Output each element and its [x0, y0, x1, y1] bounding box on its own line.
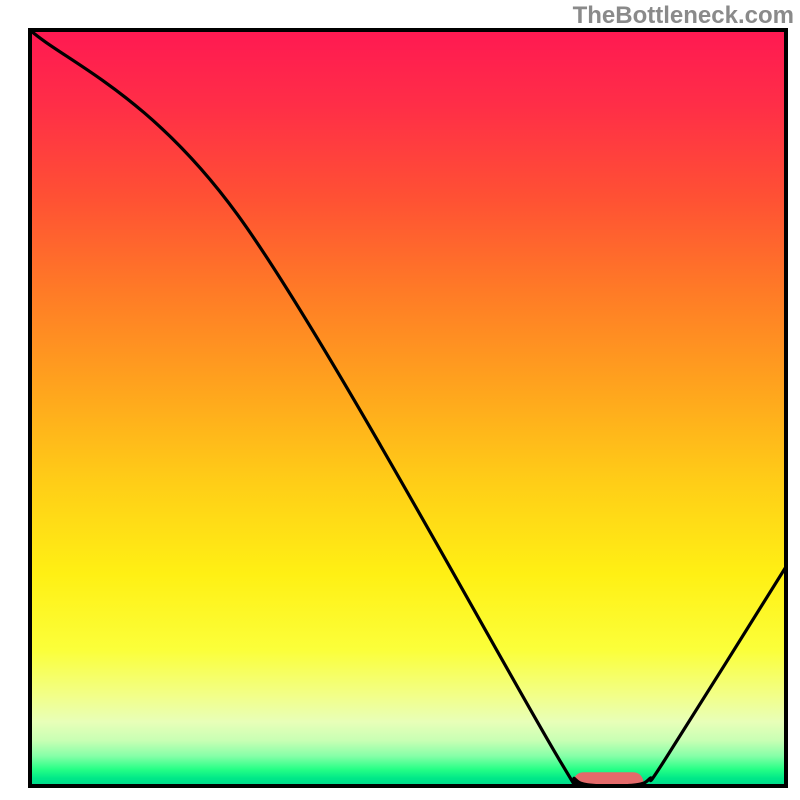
flat-marker — [573, 772, 643, 792]
chart-container: { "watermark": { "text": "TheBottleneck.… — [0, 0, 800, 800]
gradient-background — [30, 30, 786, 786]
bottleneck-chart — [0, 0, 800, 800]
watermark-text: TheBottleneck.com — [573, 2, 794, 30]
